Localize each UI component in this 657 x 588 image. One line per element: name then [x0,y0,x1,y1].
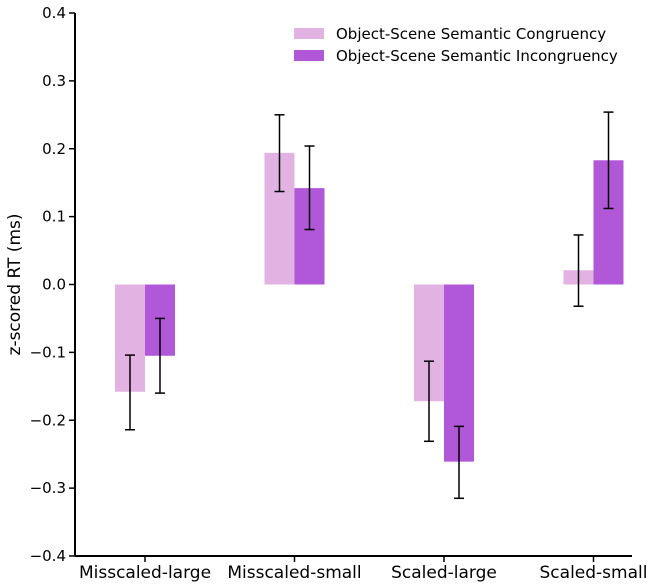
y-axis-title: z-scored RT (ms) [5,214,25,356]
y-tick-label: 0.2 [42,140,66,158]
x-ticks: Misscaled-large Misscaled-small Scaled-lar… [79,556,648,583]
legend-label-congruency: Object-Scene Semantic Congruency [336,25,606,43]
y-tick-label: −0.2 [30,411,66,429]
y-tick-label: 0.4 [42,4,66,22]
y-tick-label: 0.0 [42,276,66,294]
x-tick-label: Misscaled-small [227,563,361,583]
x-tick-label: Scaled-small [540,563,648,583]
error-bars-layer [125,111,614,500]
legend-label-incongruency: Object-Scene Semantic Incongruency [336,47,618,65]
legend-swatch-incongruency [294,50,324,61]
legend-swatch-congruency [294,28,324,39]
y-ticks: −0.4 −0.3 −0.2 −0.1 0.0 0.1 0.2 0.3 0.4 [30,4,75,565]
y-tick-label: 0.3 [42,72,66,90]
y-tick-label: −0.1 [30,343,66,361]
x-tick-label: Scaled-large [391,563,497,583]
y-tick-label: 0.1 [42,208,66,226]
bars-layer [115,152,624,462]
y-tick-label: −0.4 [30,547,66,565]
legend: Object-Scene Semantic Congruency Object-… [294,25,618,65]
y-tick-label: −0.3 [30,479,66,497]
x-tick-label: Misscaled-large [79,563,211,583]
